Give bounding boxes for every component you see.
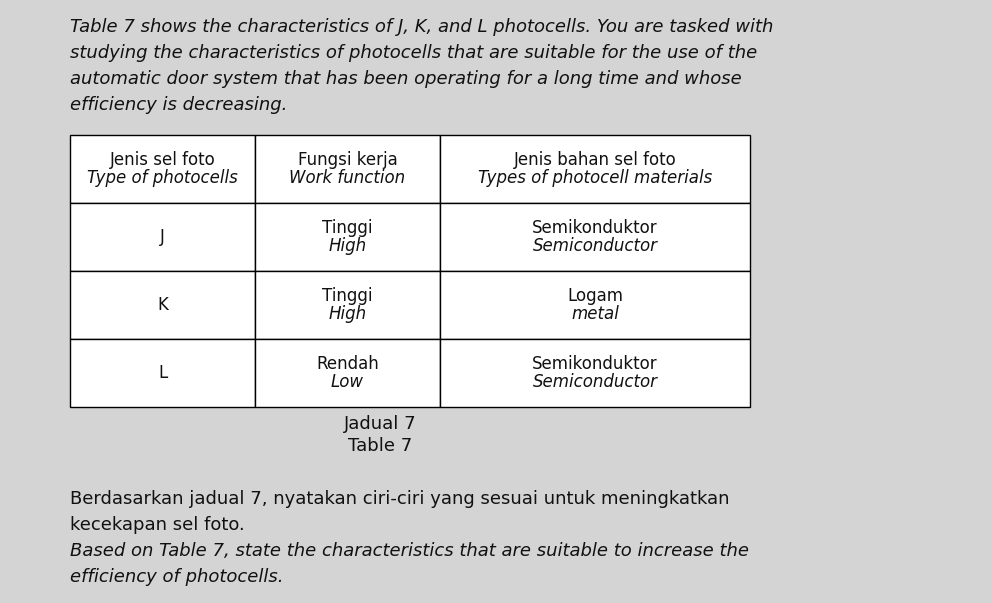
Bar [255,203,440,271]
Text: Semiconductor: Semiconductor [532,237,657,255]
Bar [255,339,440,407]
Text: Logam: Logam [567,287,623,305]
Text: Fungsi kerja: Fungsi kerja [297,151,397,169]
Bar [70,135,255,203]
Bar [70,271,255,339]
Text: Rendah: Rendah [316,355,379,373]
Text: Type of photocells: Type of photocells [87,169,238,187]
Text: studying the characteristics of photocells that are suitable for the use of the: studying the characteristics of photocel… [70,44,757,62]
Bar [440,203,750,271]
Text: K: K [157,296,167,314]
Text: Based on Table 7, state the characteristics that are suitable to increase the: Based on Table 7, state the characterist… [70,542,749,560]
Bar [255,271,440,339]
Text: Low: Low [331,373,364,391]
Bar [70,203,255,271]
Bar [440,339,750,407]
Text: Tinggi: Tinggi [322,219,373,237]
Text: Jenis sel foto: Jenis sel foto [110,151,215,169]
Text: High: High [328,237,367,255]
Text: Table 7 shows the characteristics of J, K, and L photocells. You are tasked with: Table 7 shows the characteristics of J, … [70,18,773,36]
Text: Jenis bahan sel foto: Jenis bahan sel foto [513,151,677,169]
Text: Semikonduktor: Semikonduktor [532,355,658,373]
Bar [70,339,255,407]
Text: High: High [328,305,367,323]
Text: Berdasarkan jadual 7, nyatakan ciri-ciri yang sesuai untuk meningkatkan: Berdasarkan jadual 7, nyatakan ciri-ciri… [70,490,729,508]
Text: Table 7: Table 7 [348,437,412,455]
Text: Work function: Work function [289,169,405,187]
Bar [440,271,750,339]
Text: efficiency is decreasing.: efficiency is decreasing. [70,96,287,114]
Text: Types of photocell materials: Types of photocell materials [478,169,713,187]
Bar [440,135,750,203]
Text: Tinggi: Tinggi [322,287,373,305]
Bar [255,135,440,203]
Text: J: J [161,228,165,246]
Text: Semikonduktor: Semikonduktor [532,219,658,237]
Text: automatic door system that has been operating for a long time and whose: automatic door system that has been oper… [70,70,741,88]
Text: Jadual 7: Jadual 7 [344,415,416,433]
Text: L: L [158,364,167,382]
Text: efficiency of photocells.: efficiency of photocells. [70,568,283,586]
Text: metal: metal [571,305,619,323]
Text: kecekapan sel foto.: kecekapan sel foto. [70,516,245,534]
Text: Semiconductor: Semiconductor [532,373,657,391]
